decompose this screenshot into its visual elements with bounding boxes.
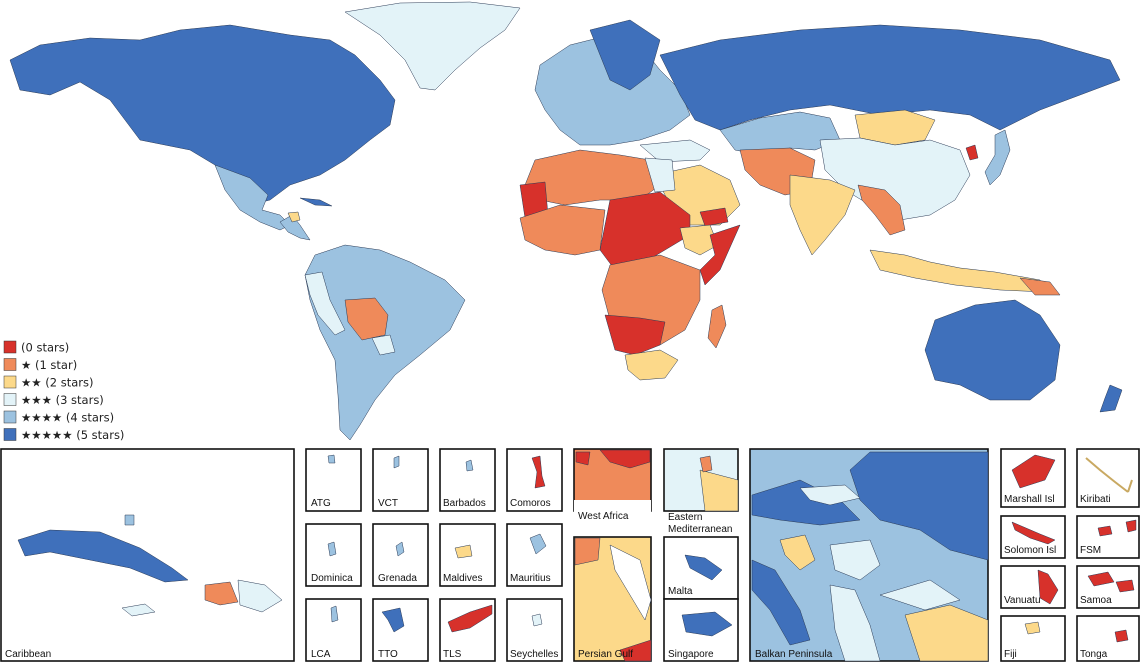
- inset-tto: TTO: [372, 598, 429, 662]
- inset-vanuatu-label: Vanuatu: [1004, 595, 1041, 606]
- region-yemen: [699, 207, 729, 227]
- region-indonesia: [869, 249, 1046, 293]
- inset-tls: TLS: [439, 598, 496, 662]
- region-bolivia: [344, 297, 389, 341]
- inset-caribbean-label: Caribbean: [5, 649, 51, 660]
- legend-swatch-s2: [3, 375, 17, 389]
- inset-mauritius-label: Mauritius: [510, 573, 551, 584]
- inset-west-africa: West Africa: [573, 448, 652, 522]
- region-egypt: [644, 157, 676, 193]
- inset-tonga-label: Tonga: [1080, 649, 1108, 660]
- inset-east-med-label-1: Eastern: [668, 512, 702, 523]
- inset-solomon-label: Solomon Isl: [1004, 545, 1056, 556]
- inset-comoros-label: Comoros: [510, 498, 551, 509]
- inset-fiji-label: Fiji: [1004, 649, 1017, 660]
- region-russia: [659, 24, 1121, 131]
- legend-label-s1: ★ (1 star): [21, 358, 77, 372]
- inset-west-africa-label: West Africa: [578, 511, 629, 522]
- inset-marshall-label: Marshall Isl: [1004, 494, 1055, 505]
- inset-tto-label: TTO: [378, 649, 398, 660]
- region-angola-namibia: [604, 314, 666, 356]
- region-madagascar: [707, 304, 727, 349]
- legend-label-s5: ★★★★★ (5 stars): [21, 428, 124, 442]
- legend-label-s0: (0 stars): [21, 341, 69, 355]
- region-somalia: [699, 224, 741, 286]
- region-new-zealand: [1099, 384, 1123, 413]
- inset-east-med-label-2: Mediterranean: [668, 524, 732, 535]
- region-scandinavia: [589, 19, 661, 91]
- inset-persian-gulf: Persian Gulf: [573, 536, 652, 662]
- region-se-asia: [857, 184, 906, 236]
- inset-dominica-label: Dominica: [311, 573, 353, 584]
- main-map: [9, 1, 1123, 441]
- inset-singapore: Singapore: [663, 598, 739, 662]
- region-cuba: [299, 197, 333, 207]
- inset-samoa-label: Samoa: [1080, 595, 1112, 606]
- inset-malta: Malta: [663, 536, 739, 600]
- inset-tls-label: TLS: [443, 649, 462, 660]
- region-png: [1019, 277, 1061, 296]
- inset-tonga: Tonga: [1076, 615, 1140, 662]
- insets: Caribbean ATG VCT Barbados Comoros Dom: [0, 448, 1140, 662]
- region-north-america: [9, 24, 396, 206]
- inset-balkan: Balkan Peninsula: [749, 448, 989, 662]
- region-japan: [984, 129, 1011, 186]
- legend-swatch-s1: [3, 358, 17, 371]
- region-ethiopia: [679, 224, 719, 256]
- region-paraguay: [371, 334, 396, 356]
- inset-caribbean: Caribbean: [0, 448, 295, 662]
- legend-swatch-s4: [3, 410, 17, 424]
- inset-fiji: Fiji: [1000, 615, 1066, 662]
- inset-grenada-label: Grenada: [378, 573, 417, 584]
- inset-mauritius: Mauritius: [506, 523, 563, 587]
- legend-swatch-s3: [3, 393, 17, 406]
- inset-seychelles-label: Seychelles: [510, 649, 558, 660]
- inset-vanuatu: Vanuatu: [1000, 565, 1066, 609]
- inset-persian-gulf-label: Persian Gulf: [578, 649, 633, 660]
- inset-maldives: Maldives: [439, 523, 496, 587]
- inset-kiribati: Kiribati: [1076, 448, 1140, 508]
- inset-kiribati-label: Kiribati: [1080, 494, 1111, 505]
- legend-swatch-s0: [3, 340, 17, 354]
- inset-dominica: Dominica: [305, 523, 362, 587]
- region-south-africa: [624, 349, 679, 381]
- inset-atg-label: ATG: [311, 498, 331, 509]
- inset-singapore-label: Singapore: [668, 649, 714, 660]
- region-west-africa: [519, 204, 606, 256]
- region-greenland: [344, 1, 521, 91]
- inset-grenada: Grenada: [372, 523, 429, 587]
- inset-fsm-label: FSM: [1080, 545, 1101, 556]
- inset-fsm: FSM: [1076, 515, 1140, 559]
- inset-marshall: Marshall Isl: [1000, 448, 1066, 508]
- inset-barbados-label: Barbados: [443, 498, 486, 509]
- inset-east-med: Eastern Mediterranean: [663, 448, 739, 535]
- region-australia: [924, 299, 1061, 401]
- inset-vct: VCT: [372, 448, 429, 512]
- inset-atg: ATG: [305, 448, 362, 512]
- inset-solomon: Solomon Isl: [1000, 515, 1066, 559]
- inset-malta-label: Malta: [668, 586, 693, 597]
- region-guatemala: [287, 211, 301, 223]
- legend-label-s2: ★★ (2 stars): [21, 376, 94, 390]
- inset-balkan-label: Balkan Peninsula: [755, 649, 833, 660]
- inset-comoros: Comoros: [506, 448, 563, 512]
- legend: (0 stars) ★ (1 star) ★★ (2 stars) ★★★ (3 st…: [3, 340, 124, 442]
- inset-maldives-label: Maldives: [443, 573, 482, 584]
- legend-label-s4: ★★★★ (4 stars): [21, 411, 114, 425]
- region-north-korea: [965, 144, 979, 161]
- inset-seychelles: Seychelles: [506, 598, 563, 662]
- inset-barbados: Barbados: [439, 448, 496, 512]
- region-india: [789, 174, 856, 256]
- inset-vct-label: VCT: [378, 498, 398, 509]
- region-peru: [304, 271, 346, 336]
- inset-lca-label: LCA: [311, 649, 331, 660]
- inset-samoa: Samoa: [1076, 565, 1140, 609]
- inset-lca: LCA: [305, 598, 362, 662]
- legend-label-s3: ★★★ (3 stars): [21, 393, 104, 407]
- legend-swatch-s5: [3, 428, 17, 441]
